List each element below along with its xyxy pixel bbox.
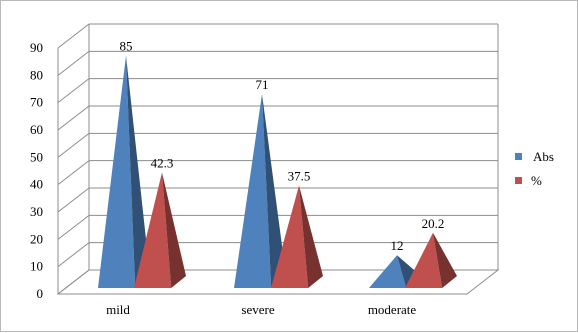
- data-label: 20.2: [422, 216, 445, 231]
- data-label: 85: [120, 39, 133, 54]
- chart-floor: [56, 269, 500, 295]
- y-tick-label: 60: [30, 122, 43, 137]
- y-tick-label: 10: [30, 259, 43, 274]
- y-tick-label: 0: [37, 286, 44, 301]
- pyramid-bar-side: [262, 93, 286, 288]
- y-tick-label: 70: [30, 95, 43, 110]
- side-gridline: [57, 187, 90, 213]
- side-gridline: [57, 160, 90, 186]
- y-tick-label: 80: [30, 67, 43, 82]
- x-tick-label: moderate: [368, 302, 417, 317]
- legend-swatch: [515, 177, 522, 184]
- side-gridline: [57, 78, 90, 104]
- pyramid-bar-side: [126, 55, 150, 288]
- side-gridline: [57, 132, 90, 158]
- data-label: 12: [391, 238, 404, 253]
- data-label: 71: [256, 77, 269, 92]
- pyramid-bar-front: [134, 172, 172, 288]
- side-gridline: [57, 214, 90, 240]
- y-tick-label: 30: [30, 204, 43, 219]
- pyramid-bar-front: [234, 93, 272, 288]
- legend-swatch: [515, 153, 522, 160]
- side-gridline: [57, 105, 90, 131]
- pyramid-bar-front: [271, 185, 309, 288]
- pyramid-bar-front: [405, 232, 443, 288]
- x-tick-label: severe: [241, 302, 274, 317]
- side-gridline: [57, 23, 90, 49]
- pyramid-bar-side: [433, 232, 457, 288]
- pyramid-bar-side: [299, 185, 323, 288]
- legend-label: %: [531, 173, 542, 188]
- side-gridline: [57, 50, 90, 76]
- y-tick-label: 20: [30, 231, 43, 246]
- pyramid-bar-front: [369, 255, 407, 288]
- legend-label: Abs: [533, 149, 554, 164]
- y-tick-label: 50: [30, 149, 43, 164]
- pyramid-bar-front: [98, 55, 136, 288]
- y-tick-label: 90: [30, 40, 43, 55]
- side-gridline: [57, 242, 90, 268]
- data-label: 37.5: [288, 169, 311, 184]
- y-tick-label: 40: [30, 177, 43, 192]
- data-label: 42.3: [151, 155, 174, 170]
- x-tick-label: mild: [106, 302, 130, 317]
- pyramid-bar-side: [162, 172, 186, 288]
